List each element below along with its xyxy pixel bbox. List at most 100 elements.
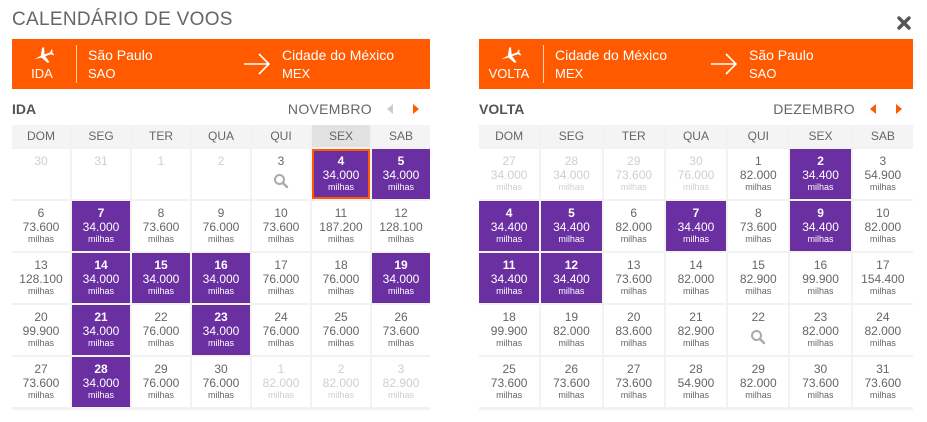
day-cell[interactable]: 21 34.000 milhas xyxy=(72,305,130,355)
price: 34.400 xyxy=(677,220,715,234)
day-cell[interactable]: 8 73.600 milhas xyxy=(728,201,789,251)
day-cell[interactable]: 11 34.400 milhas xyxy=(479,253,540,303)
day-cell[interactable]: 22 76.000 milhas xyxy=(132,305,190,355)
day-number: 4 xyxy=(505,206,513,220)
day-cell[interactable]: 4 34.400 milhas xyxy=(479,201,540,251)
day-cell[interactable]: 4 34.000 milhas xyxy=(312,149,370,199)
day-cell[interactable]: 3 xyxy=(252,149,310,199)
day-number: 2 xyxy=(817,154,824,168)
price: 34.400 xyxy=(802,220,839,234)
day-number: 10 xyxy=(876,206,890,220)
day-number: 26 xyxy=(564,362,579,376)
day-cell[interactable]: 3 54.900 milhas xyxy=(852,149,913,199)
day-number: 18 xyxy=(502,310,516,324)
day-cell[interactable]: 14 82.000 milhas xyxy=(665,253,727,303)
day-cell[interactable]: 12 128.100 milhas xyxy=(372,201,430,251)
day-cell[interactable]: 17 154.400 milhas xyxy=(852,253,913,303)
price: 34.000 xyxy=(142,272,180,286)
day-cell[interactable]: 23 82.000 milhas xyxy=(790,305,851,355)
day-number: 3 xyxy=(277,154,285,168)
day-cell[interactable]: 7 34.400 milhas xyxy=(665,201,727,251)
day-cell[interactable]: 13 73.600 milhas xyxy=(603,253,664,303)
day-cell[interactable]: 1 82.000 milhas xyxy=(728,149,789,199)
price-unit: milhas xyxy=(620,338,647,348)
day-number: 6 xyxy=(630,206,638,220)
day-cell[interactable]: 5 34.400 milhas xyxy=(541,201,602,251)
day-cell[interactable]: 15 34.000 milhas xyxy=(132,253,190,303)
price: 73.600 xyxy=(615,376,653,390)
day-cell[interactable]: 16 99.900 milhas xyxy=(790,253,851,303)
day-cell[interactable]: 10 73.600 milhas xyxy=(252,201,310,251)
day-cell[interactable]: 26 73.600 milhas xyxy=(541,357,602,407)
search-icon xyxy=(252,173,310,192)
day-cell[interactable]: 28 34.000 milhas xyxy=(72,357,130,407)
day-cell[interactable]: 28 54.900 milhas xyxy=(665,357,727,407)
day-cell[interactable]: 30 73.600 milhas xyxy=(790,357,851,407)
day-cell[interactable]: 22 xyxy=(728,305,789,355)
day-cell[interactable]: 18 76.000 milhas xyxy=(312,253,370,303)
day-cell[interactable]: 9 76.000 milhas xyxy=(192,201,250,251)
price-unit: milhas xyxy=(745,390,772,400)
day-cell[interactable]: 26 73.600 milhas xyxy=(372,305,430,355)
price-unit: milhas xyxy=(387,286,414,296)
day-cell[interactable]: 8 73.600 milhas xyxy=(132,201,190,251)
day-cell[interactable]: 18 99.900 milhas xyxy=(479,305,540,355)
day-cell[interactable]: 6 82.000 milhas xyxy=(603,201,664,251)
day-cell[interactable]: 20 99.900 milhas xyxy=(12,305,70,355)
price: 73.600 xyxy=(22,220,60,234)
day-cell[interactable]: 17 76.000 milhas xyxy=(252,253,310,303)
day-cell[interactable]: 27 73.600 milhas xyxy=(603,357,664,407)
day-number: 22 xyxy=(751,310,765,324)
icon xyxy=(711,53,738,75)
day-number: 30 xyxy=(214,362,228,376)
calendar-label: IDA xyxy=(12,101,37,117)
day-cell[interactable]: 19 82.000 milhas xyxy=(541,305,602,355)
day-cell[interactable]: 24 76.000 milhas xyxy=(252,305,310,355)
day-cell[interactable]: 23 34.000 milhas xyxy=(192,305,250,355)
day-cell[interactable]: 5 34.000 milhas xyxy=(372,149,430,199)
day-cell[interactable]: 10 82.000 milhas xyxy=(852,201,913,251)
route-arrow xyxy=(242,50,272,83)
day-cell[interactable]: 6 73.600 milhas xyxy=(12,201,70,251)
day-cell[interactable]: 12 34.400 milhas xyxy=(541,253,602,303)
price-unit: milhas xyxy=(27,286,54,296)
day-cell[interactable]: 31 73.600 milhas xyxy=(852,357,913,407)
day-cell[interactable]: 30 76.000 milhas xyxy=(192,357,250,407)
origin-code: SAO xyxy=(88,66,116,81)
price-unit: milhas xyxy=(207,390,234,400)
prev-month[interactable] xyxy=(867,102,879,121)
day-number: 7 xyxy=(692,206,700,220)
day-number: 19 xyxy=(564,310,579,324)
day-number: 7 xyxy=(97,206,105,220)
day-cell[interactable]: 27 73.600 milhas xyxy=(12,357,70,407)
day-cell[interactable]: 19 34.000 milhas xyxy=(372,253,430,303)
day-cell[interactable]: 9 34.400 milhas xyxy=(790,201,851,251)
day-cell[interactable]: 7 34.000 milhas xyxy=(72,201,130,251)
price-unit: milhas xyxy=(387,234,414,244)
day-cell[interactable]: 25 76.000 milhas xyxy=(312,305,370,355)
day-cell[interactable]: 25 73.600 milhas xyxy=(479,357,540,407)
day-cell[interactable]: 15 82.900 milhas xyxy=(728,253,789,303)
day-cell[interactable]: 13 128.100 milhas xyxy=(12,253,70,303)
day-number: 2 xyxy=(217,154,225,168)
prev-month[interactable] xyxy=(384,102,396,121)
day-number: 17 xyxy=(876,258,890,272)
day-number: 30 xyxy=(689,154,703,168)
day-cell[interactable]: 29 82.000 milhas xyxy=(728,357,789,407)
next-month[interactable] xyxy=(410,102,422,121)
day-cell[interactable]: 21 82.900 milhas xyxy=(665,305,727,355)
next-month[interactable] xyxy=(893,102,905,121)
day-cell: 1 xyxy=(132,149,190,199)
day-cell[interactable]: 11 187.200 milhas xyxy=(312,201,370,251)
day-cell[interactable]: 29 76.000 milhas xyxy=(132,357,190,407)
price: 73.600 xyxy=(615,272,653,286)
day-cell[interactable]: 2 34.400 milhas xyxy=(790,149,851,199)
day-cell[interactable]: 14 34.000 milhas xyxy=(72,253,130,303)
price-unit: milhas xyxy=(682,234,709,244)
close-button[interactable] xyxy=(896,15,912,31)
month-name: DEZEMBRO xyxy=(773,101,855,117)
day-cell[interactable]: 20 83.600 milhas xyxy=(603,305,664,355)
day-cell[interactable]: 24 82.000 milhas xyxy=(852,305,913,355)
day-cell[interactable]: 16 34.000 milhas xyxy=(192,253,250,303)
price: 82.000 xyxy=(802,324,839,338)
